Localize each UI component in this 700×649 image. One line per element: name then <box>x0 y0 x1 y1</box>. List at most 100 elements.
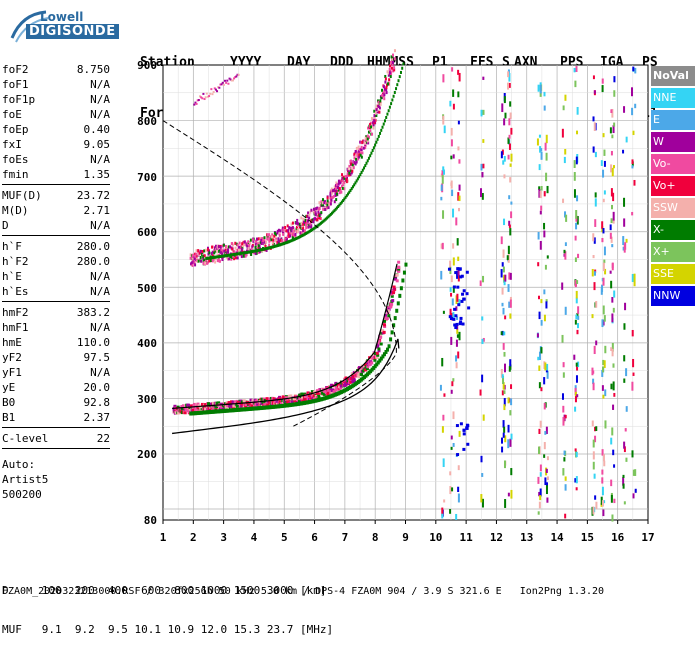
param-value: N/A <box>90 78 110 91</box>
param-separator <box>2 184 110 185</box>
param-value: 2.71 <box>83 204 111 217</box>
param-name: foE <box>2 108 22 121</box>
param-row: foF1p N/A <box>2 92 110 107</box>
param-row: hmF1 N/A <box>2 320 110 335</box>
param-value: 0.40 <box>83 123 111 136</box>
param-value: 9.05 <box>83 138 111 151</box>
y-tick-label: 500 <box>137 282 157 295</box>
y-tick-label: 200 <box>137 448 157 461</box>
x-tick-label: 12 <box>490 531 503 544</box>
header-label: S <box>502 55 510 70</box>
param-value: 22 <box>96 432 110 445</box>
param-row: foEp 0.40 <box>2 122 110 137</box>
param-name: foF1 <box>2 78 29 91</box>
legend-item-ssw: SSW <box>651 198 695 218</box>
param-value: N/A <box>90 108 110 121</box>
param-name: foEs <box>2 153 29 166</box>
param-row: fxI 9.05 <box>2 137 110 152</box>
x-tick-label: 13 <box>520 531 533 544</box>
ionospheric-parameters: foF2 8.750 foF1 N/A foF1p N/A foE N/A foEp 0.40 fx… <box>2 62 110 502</box>
param-value: 383.2 <box>76 306 110 319</box>
param-name: h`E <box>2 270 22 283</box>
param-name: B1 <box>2 411 16 424</box>
param-row: foF1 N/A <box>2 77 110 92</box>
param-value: 23.72 <box>76 189 110 202</box>
x-tick-label: 11 <box>460 531 474 544</box>
param-row: h`F 280.0 <box>2 239 110 254</box>
legend-item-vominus: Vo+ <box>651 176 695 196</box>
param-name: h`F <box>2 240 22 253</box>
x-tick-label: 3 <box>220 531 227 544</box>
x-tick-label: 9 <box>402 531 409 544</box>
muf-frequency-label: MUF <box>2 623 22 636</box>
x-tick-label: 1 <box>160 531 167 544</box>
param-separator <box>2 301 110 302</box>
param-row: foE N/A <box>2 107 110 122</box>
direction-legend: NoVal NNE E W Vo- Vo+ SSW X- X+ SSE NNW <box>651 66 695 308</box>
logo-line2: DIGISONDE <box>26 24 119 39</box>
param-row: yF2 97.5 <box>2 350 110 365</box>
param-separator <box>2 448 110 449</box>
x-tick-label: 4 <box>251 531 258 544</box>
muf-distance-values: 100 200 400 600 800 1000 1500 3000 [km] <box>41 584 327 597</box>
param-row: M(D) 2.71 <box>2 203 110 218</box>
param-row: hmE 110.0 <box>2 335 110 350</box>
param-name: MUF(D) <box>2 189 42 202</box>
param-value: 92.8 <box>83 396 111 409</box>
x-tick-label: 5 <box>281 531 288 544</box>
param-row: MUF(D) 23.72 <box>2 188 110 203</box>
x-tick-label: 2 <box>190 531 197 544</box>
param-value: 8.750 <box>76 63 110 76</box>
param-row: D N/A <box>2 218 110 233</box>
param-value: N/A <box>90 321 110 334</box>
file-info-footer: FZA0M_2020323213000.RSF / 320fx256h 50 k… <box>2 586 605 597</box>
param-name: h`F2 <box>2 255 29 268</box>
param-name: yF2 <box>2 351 22 364</box>
param-name: yF1 <box>2 366 22 379</box>
param-row: B1 2.37 <box>2 410 110 425</box>
param-name: hmE <box>2 336 22 349</box>
param-row: C-level 22 <box>2 431 110 446</box>
param-name: yE <box>2 381 16 394</box>
legend-item-xminus: X- <box>651 220 695 240</box>
muf-distance-row: D 100 200 400 600 800 1000 1500 3000 [km… <box>2 584 333 597</box>
param-name: h`Es <box>2 285 29 298</box>
param-name: fmin <box>2 168 29 181</box>
virtual-height-fit <box>172 263 398 410</box>
x-tick-label: 15 <box>581 531 594 544</box>
param-row: B0 92.8 <box>2 395 110 410</box>
true-height-profile <box>172 338 400 435</box>
muf-distance-label: D <box>2 584 9 597</box>
muf-table: D 100 200 400 600 800 1000 1500 3000 [km… <box>2 558 333 649</box>
y-tick-label: 300 <box>137 393 157 406</box>
param-value: N/A <box>90 153 110 166</box>
param-name: foEp <box>2 123 29 136</box>
legend-item-sse: SSE <box>651 264 695 284</box>
param-separator <box>2 427 110 428</box>
param-name: fxI <box>2 138 22 151</box>
legend-item-vominus: Vo- <box>651 154 695 174</box>
y-tick-label: 80 <box>144 514 157 527</box>
param-value: 280.0 <box>76 240 110 253</box>
x-tick-label: 8 <box>372 531 379 544</box>
param-separator <box>2 235 110 236</box>
param-name: B0 <box>2 396 16 409</box>
param-value: N/A <box>90 270 110 283</box>
param-row: yE 20.0 <box>2 380 110 395</box>
param-name: foF1p <box>2 93 36 106</box>
param-name: D <box>2 219 9 232</box>
param-row: foEs N/A <box>2 152 110 167</box>
y-tick-label: 400 <box>137 337 157 350</box>
y-tick-label: 600 <box>137 226 157 239</box>
ionogram-plot: 1 2 3 4 5 6 7 8 9 10 11 12 13 14 15 16 17900800700600500… <box>137 49 655 544</box>
param-name: hmF2 <box>2 306 29 319</box>
param-name: C-level <box>2 432 49 445</box>
legend-item-w: W <box>651 132 695 152</box>
param-row: yF1 N/A <box>2 365 110 380</box>
logo-line1: Lowell <box>40 10 84 24</box>
param-value: N/A <box>90 219 110 232</box>
param-value: 1.35 <box>83 168 111 181</box>
param-name: foF2 <box>2 63 29 76</box>
muf-frequency-row: MUF 9.1 9.2 9.5 10.1 10.9 12.0 15.3 23.7… <box>2 623 333 636</box>
param-value: 110.0 <box>76 336 110 349</box>
